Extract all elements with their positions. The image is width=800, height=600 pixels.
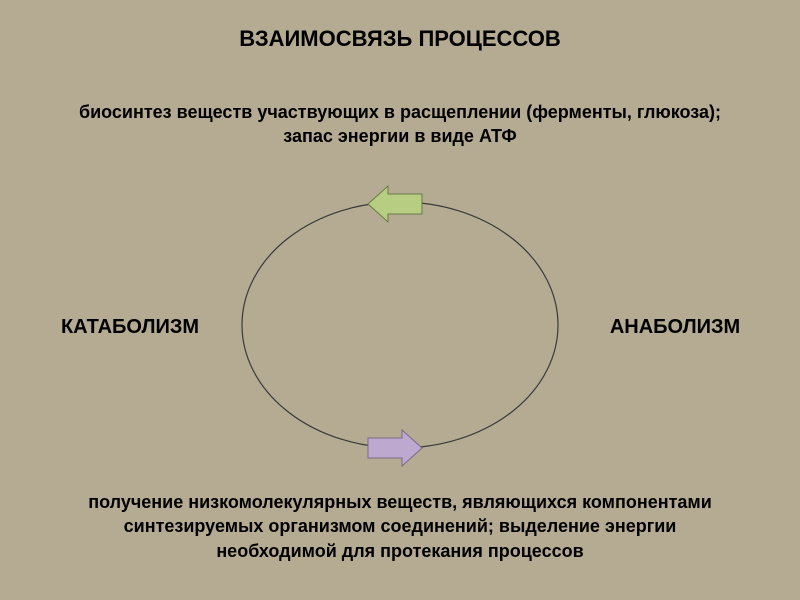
left-label: КАТАБОЛИЗМ	[30, 316, 230, 339]
right-label: АНАБОЛИЗМ	[570, 316, 780, 339]
top-arrow-icon	[368, 186, 422, 222]
left-label-text: КАТАБОЛИЗМ	[61, 316, 199, 338]
bottom-caption-line2: синтезируемых организмом соединений; выд…	[0, 514, 800, 538]
bottom-caption: получение низкомолекулярных веществ, явл…	[0, 490, 800, 563]
bottom-arrow-icon	[368, 430, 422, 466]
bottom-caption-line1: получение низкомолекулярных веществ, явл…	[0, 490, 800, 514]
cycle-ellipse	[242, 202, 558, 448]
slide: ВЗАИМОСВЯЗЬ ПРОЦЕССОВ биосинтез веществ …	[0, 0, 800, 600]
bottom-caption-line3: необходимой для протекания процессов	[0, 539, 800, 563]
right-label-text: АНАБОЛИЗМ	[610, 316, 740, 338]
